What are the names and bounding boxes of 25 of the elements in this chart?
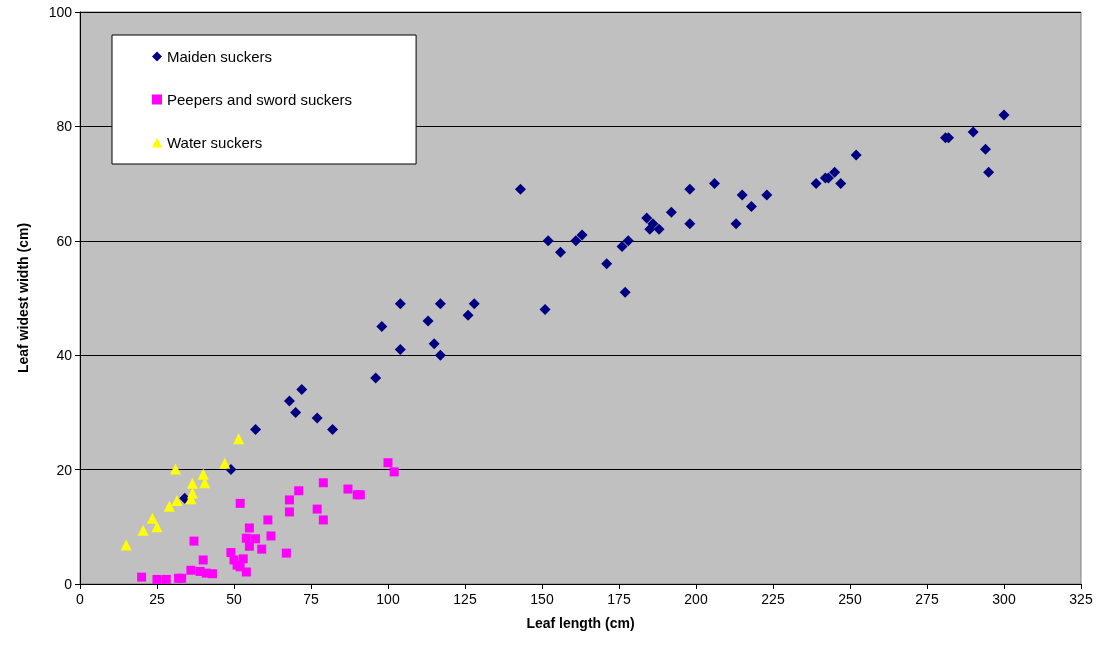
x-tick-label: 150	[530, 591, 554, 607]
x-tick-label: 225	[761, 591, 785, 607]
x-tick-label: 300	[992, 591, 1016, 607]
x-tick-label: 100	[376, 591, 400, 607]
x-tick-label: 50	[226, 591, 242, 607]
y-tick-label: 60	[56, 232, 73, 249]
x-tick-label: 75	[303, 591, 319, 607]
legend-label: Peepers and sword suckers	[167, 91, 353, 108]
x-tick-label: 0	[76, 591, 85, 607]
legend-label: Maiden suckers	[167, 48, 273, 65]
x-tick-label: 125	[453, 591, 477, 607]
y-tick-label: 0	[64, 576, 73, 592]
x-tick-label: 25	[149, 591, 165, 607]
x-tick-label: 200	[684, 591, 708, 607]
x-axis-title: Leaf length (cm)	[526, 615, 635, 631]
y-tick-label: 40	[56, 347, 73, 364]
x-tick-label: 325	[1069, 591, 1093, 607]
y-tick-label: 20	[56, 461, 73, 478]
legend-label: Water suckers	[167, 134, 263, 151]
y-tick-label: 100	[48, 4, 73, 20]
x-tick-label: 275	[915, 591, 939, 607]
x-tick-label: 250	[838, 591, 862, 607]
x-tick-label: 175	[607, 591, 631, 607]
y-axis-title: Leaf widest width (cm)	[15, 222, 31, 374]
y-tick-label: 80	[56, 118, 73, 135]
